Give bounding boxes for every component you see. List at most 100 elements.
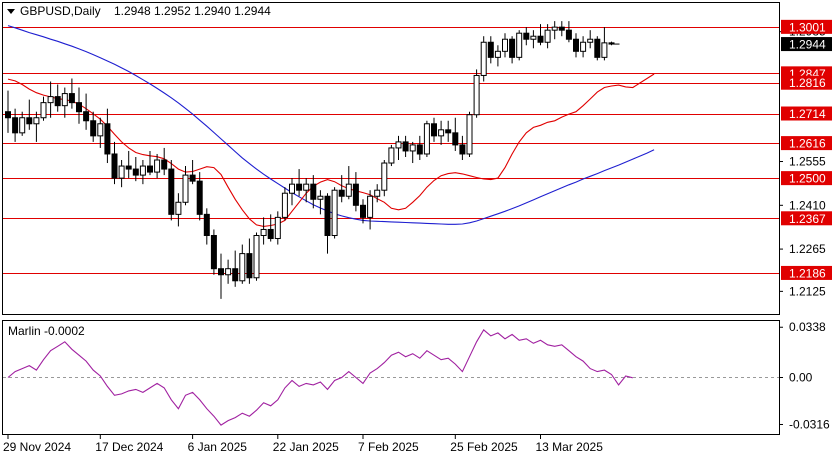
candle: [367, 190, 374, 230]
candle: [61, 87, 68, 118]
candle: [161, 147, 168, 176]
candle-body: [139, 165, 146, 176]
candle: [452, 117, 459, 151]
date-axis: 29 Nov 2024 17 Dec 2024 6 Jan 2025 22 Jan 2…: [3, 434, 603, 454]
candle-body: [402, 141, 409, 152]
date-tick-label: 17 Dec 2024: [95, 440, 163, 454]
candle-body: [530, 35, 537, 40]
candle-body: [281, 192, 288, 218]
candle-body: [118, 165, 125, 179]
candle-body: [367, 195, 374, 218]
candle-body: [47, 96, 54, 104]
candle-body: [210, 234, 217, 270]
current-price-bg: [781, 37, 832, 52]
symbol-label: GBPUSD,Daily: [20, 4, 101, 18]
candle: [154, 153, 161, 179]
candle: [324, 193, 331, 254]
level-label-bg: [781, 265, 832, 280]
candle-body: [324, 195, 331, 236]
candle: [147, 150, 153, 176]
candle: [587, 30, 594, 49]
candle: [558, 21, 565, 37]
candle: [232, 250, 239, 287]
candle-body: [125, 165, 132, 170]
candle: [331, 187, 338, 239]
candle: [289, 178, 295, 206]
ohlc-values: 1.2948 1.2952 1.2940 1.2944: [114, 4, 271, 18]
candle-body: [132, 168, 139, 176]
candle-body: [76, 102, 82, 113]
candle: [83, 93, 90, 130]
candle: [487, 36, 494, 64]
candle-body: [218, 268, 224, 276]
date-tick-label: 7 Feb 2025: [358, 440, 419, 454]
candle-body: [338, 189, 345, 197]
candle-body: [374, 189, 381, 197]
candle-body: [480, 41, 487, 76]
candle-body: [147, 165, 153, 173]
candle-body: [416, 144, 423, 155]
candle-body: [189, 174, 196, 182]
candle: [203, 208, 210, 245]
oscillator-layer: 0.0338 0.00 -0.0316: [3, 320, 830, 431]
candle: [12, 108, 19, 142]
candle-body: [587, 38, 594, 43]
candle-body: [26, 117, 33, 125]
candle-body: [274, 216, 281, 240]
candle: [530, 30, 537, 49]
candle-body: [445, 129, 452, 134]
candle-body: [494, 50, 501, 58]
candle: [445, 120, 452, 142]
candle: [537, 24, 544, 46]
candle-body: [431, 123, 437, 137]
candle-body: [54, 96, 61, 107]
candle: [182, 166, 189, 206]
candle: [54, 84, 61, 112]
level-label: 1.2816: [789, 76, 826, 90]
candle: [317, 190, 324, 215]
moving-averages-layer: [7, 25, 655, 227]
candle: [168, 160, 175, 221]
candle-body: [317, 195, 324, 200]
candle-body: [5, 111, 11, 119]
candle: [494, 45, 501, 67]
candle: [466, 111, 473, 157]
candle: [431, 117, 437, 142]
chevron-down-icon[interactable]: [7, 9, 15, 14]
date-tick-label: 6 Jan 2025: [188, 440, 248, 454]
candle: [338, 175, 345, 203]
level-label: 1.2714: [789, 107, 826, 121]
candle-body: [473, 74, 480, 116]
candle: [423, 120, 430, 157]
candle: [19, 111, 26, 136]
candle: [580, 36, 587, 58]
candle-body: [104, 123, 111, 155]
candle-body: [232, 268, 239, 282]
candle: [502, 33, 508, 58]
candle: [104, 108, 111, 164]
candle: [267, 214, 274, 242]
candle-body: [289, 183, 295, 194]
candle-body: [225, 268, 232, 276]
candle: [40, 96, 47, 121]
oscillator-tick-label: 0.00: [789, 371, 813, 385]
candle: [218, 253, 224, 299]
candle-body: [111, 153, 118, 179]
candle: [175, 193, 182, 227]
candle: [26, 99, 33, 130]
candle: [225, 259, 232, 284]
candle: [125, 150, 132, 179]
candle-body: [296, 183, 303, 191]
oscillator-tick-label: 0.0338: [789, 320, 826, 334]
candle-body: [381, 162, 388, 191]
candle-body: [487, 41, 494, 58]
candle-body: [239, 253, 246, 282]
candle-body: [360, 204, 366, 218]
candle: [374, 184, 381, 203]
candle-body: [608, 42, 615, 45]
candle: [5, 90, 11, 133]
candle-body: [345, 183, 352, 197]
candle-body: [509, 38, 516, 58]
candle-body: [267, 228, 274, 240]
